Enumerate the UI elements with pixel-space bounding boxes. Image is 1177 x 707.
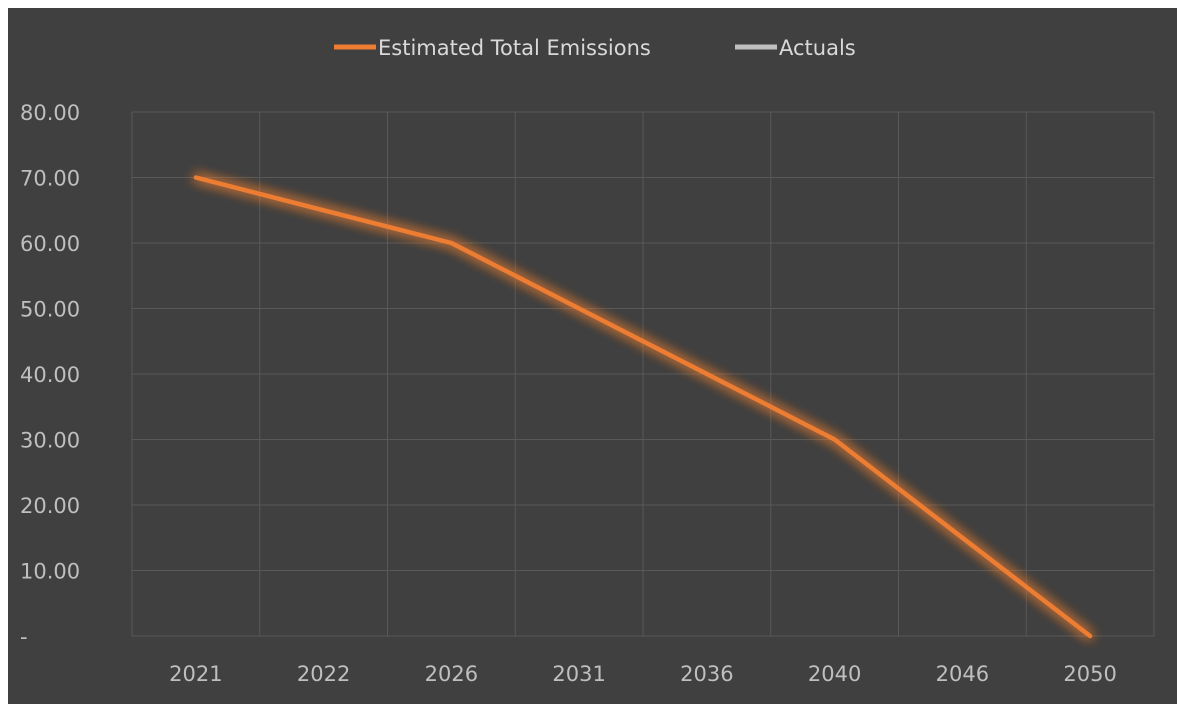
y-tick-label: 30.00 bbox=[20, 429, 80, 453]
y-tick-label: - bbox=[20, 625, 28, 649]
x-tick-label: 2022 bbox=[297, 662, 350, 686]
x-tick-label: 2036 bbox=[680, 662, 733, 686]
y-tick-label: 10.00 bbox=[20, 560, 80, 584]
series-line-0 bbox=[193, 175, 1093, 639]
x-tick-label: 2050 bbox=[1063, 662, 1116, 686]
y-tick-label: 60.00 bbox=[20, 232, 80, 256]
x-tick-label: 2026 bbox=[425, 662, 478, 686]
x-tick-label: 2046 bbox=[936, 662, 989, 686]
legend-label-0: Estimated Total Emissions bbox=[378, 36, 651, 60]
y-tick-label: 40.00 bbox=[20, 363, 80, 387]
y-tick-label: 80.00 bbox=[20, 101, 80, 125]
y-tick-label: 20.00 bbox=[20, 494, 80, 518]
x-tick-label: 2040 bbox=[808, 662, 861, 686]
legend-label-1: Actuals bbox=[779, 36, 856, 60]
chart-background bbox=[8, 8, 1177, 704]
y-tick-label: 50.00 bbox=[20, 298, 80, 322]
x-tick-label: 2021 bbox=[169, 662, 222, 686]
y-tick-label: 70.00 bbox=[20, 167, 80, 191]
x-tick-label: 2031 bbox=[552, 662, 605, 686]
